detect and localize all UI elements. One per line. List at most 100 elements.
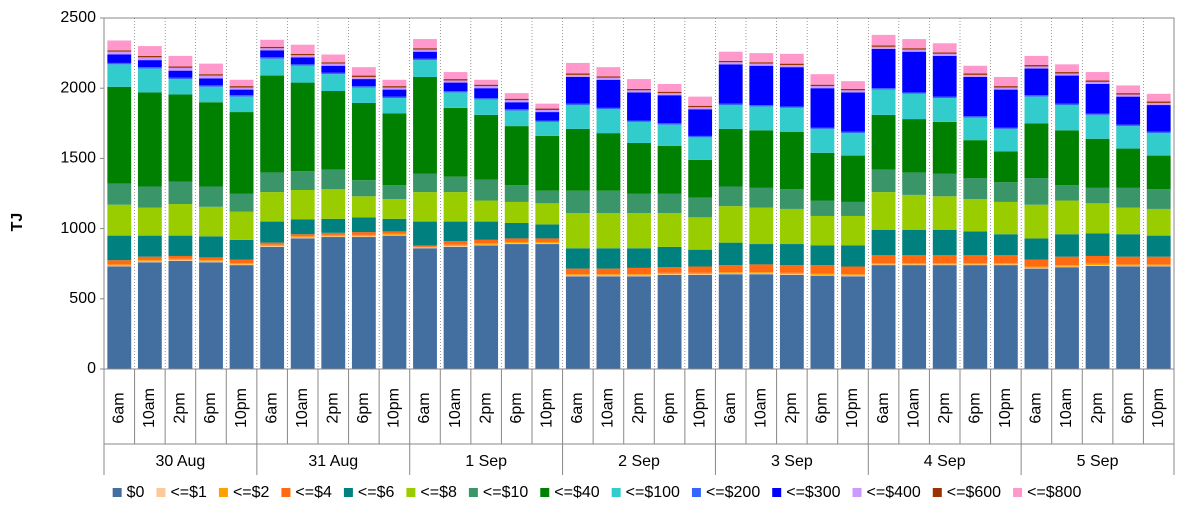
bar-segment (596, 79, 621, 108)
x-tick-label: 6pm (967, 392, 984, 423)
bar-segment (1146, 235, 1171, 257)
bar-segment (1085, 114, 1110, 139)
bar-segment (535, 112, 560, 121)
bar-segment (199, 236, 223, 258)
bar-segment (841, 131, 865, 134)
bar-segment (688, 274, 713, 369)
bar-segment (168, 66, 193, 68)
bar-segment (627, 276, 651, 369)
bar-segment (932, 53, 957, 56)
bar-segment (199, 63, 223, 75)
bar-segment (1055, 185, 1079, 201)
bar-segment (1146, 155, 1171, 190)
bar-segment (199, 74, 223, 76)
bar-segment (321, 91, 346, 170)
bar-segment (932, 96, 957, 99)
bar-segment (260, 246, 285, 247)
y-axis-label: TJ (9, 213, 26, 232)
bar-segment (718, 103, 743, 106)
bar-segment (382, 234, 407, 236)
bar-segment (1024, 259, 1049, 267)
bar-segment (688, 266, 713, 273)
bar-segment (841, 274, 865, 276)
bar-segment (565, 268, 590, 275)
bar-segment (1085, 80, 1110, 82)
bar-segment (627, 121, 651, 143)
bar-segment (810, 74, 835, 85)
x-tick-label: 10am (447, 388, 464, 428)
bar-segment (382, 218, 407, 232)
bar-segment (413, 39, 437, 49)
bar-segment (229, 264, 254, 266)
bar-segment (382, 96, 407, 99)
bar-segment (535, 103, 560, 109)
bar-segment (1146, 101, 1171, 103)
bar-segment (810, 84, 835, 87)
bar-segment (474, 79, 499, 85)
bar-segment (535, 190, 560, 204)
group-label: 31 Aug (308, 453, 358, 470)
x-tick-label: 6pm (355, 392, 372, 423)
bar-segment (1146, 208, 1171, 236)
bar-segment (474, 221, 499, 240)
bar-segment (749, 106, 774, 131)
bar-segment (1085, 263, 1110, 266)
bar-segment (290, 65, 315, 83)
bar-segment (351, 87, 376, 103)
bar-segment (779, 53, 804, 64)
bar-segment (413, 246, 437, 248)
bar-segment (565, 213, 590, 249)
bar-segment (107, 54, 132, 63)
x-tick-label: 6am (263, 392, 280, 423)
bar-segment (1055, 267, 1079, 369)
bar-segment (1055, 130, 1079, 186)
bar-segment (871, 45, 896, 47)
legend-label: <=$1 (170, 484, 207, 501)
bar-segment (810, 274, 835, 276)
bar-segment (993, 89, 1018, 128)
bar-segment (443, 80, 468, 83)
bar-segment (718, 64, 743, 104)
bar-segment (107, 183, 132, 205)
group-label: 3 Sep (771, 453, 813, 470)
bar-segment (260, 172, 285, 193)
bar-segment (565, 190, 590, 214)
bar-segment (749, 207, 774, 245)
legend-swatch (156, 488, 166, 497)
bar-segment (565, 62, 590, 74)
bar-segment (627, 88, 651, 91)
x-tick-label: 10pm (844, 388, 861, 428)
bar-segment (810, 275, 835, 369)
bar-segment (137, 256, 162, 261)
bar-segment (718, 51, 743, 61)
bar-segment (963, 264, 988, 266)
bar-segment (718, 242, 743, 266)
bar-segment (1146, 133, 1171, 156)
bar-segment (963, 262, 988, 265)
bar-segment (749, 274, 774, 369)
x-tick-label: 10am (1058, 388, 1075, 428)
bar-segment (321, 169, 346, 190)
bar-segment (351, 86, 376, 88)
bar-segment (290, 53, 315, 56)
bar-segment (688, 197, 713, 218)
bar-segment (993, 234, 1018, 256)
bar-segment (1085, 83, 1110, 114)
bar-segment (1116, 207, 1141, 235)
bar-segment (443, 221, 468, 242)
bar-segment (199, 85, 223, 87)
bar-segment (596, 213, 621, 249)
legend-label: <=$600 (947, 484, 1001, 501)
x-tick-label: 10pm (539, 388, 556, 428)
bar-segment (1055, 265, 1079, 267)
bar-segment (718, 105, 743, 129)
bar-segment (871, 230, 896, 256)
bar-segment (810, 86, 835, 89)
bar-segment (932, 196, 957, 231)
bar-segment (413, 245, 437, 247)
bar-segment (321, 63, 346, 66)
bar-segment (565, 275, 590, 277)
bar-segment (657, 193, 682, 214)
bar-segment (565, 276, 590, 369)
bar-segment (993, 76, 1018, 87)
